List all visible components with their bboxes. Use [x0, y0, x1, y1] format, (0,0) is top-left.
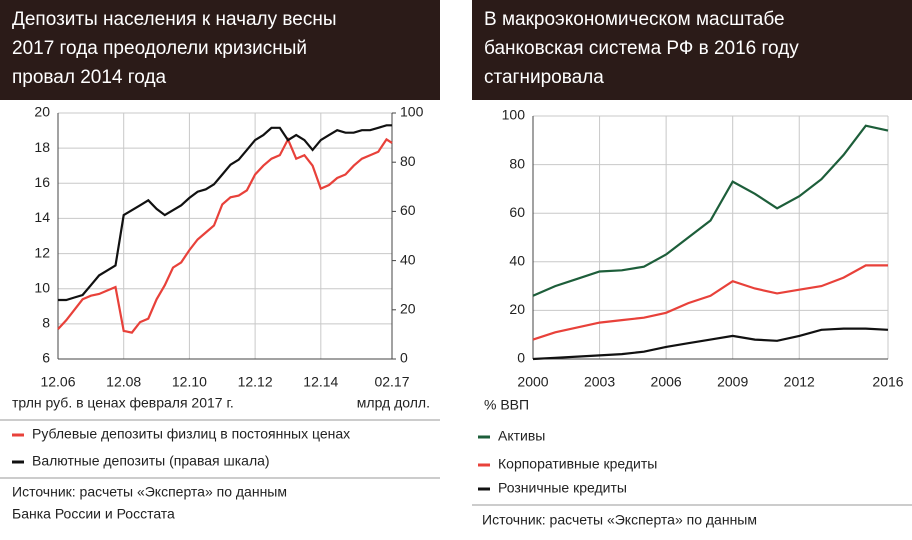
y-tick-label: 40 — [509, 253, 525, 269]
x-tick-label: 02.17 — [374, 374, 409, 390]
y-axis-label: трлн руб. в ценах февраля 2017 г. — [12, 395, 234, 411]
y2-tick-label: 100 — [400, 104, 424, 120]
y-tick-label: 20 — [34, 104, 50, 120]
y-tick-label: 6 — [42, 350, 50, 366]
header-bg — [0, 0, 440, 100]
x-tick-label: 2012 — [784, 374, 815, 390]
x-tick-label: 12.10 — [172, 374, 207, 390]
title: В макроэкономическом масштабе — [484, 9, 785, 30]
legend-label: Валютные депозиты (правая шкала) — [32, 453, 270, 469]
source: Банка России и Росстата — [12, 506, 175, 522]
x-tick-label: 12.08 — [106, 374, 141, 390]
y-tick-label: 14 — [34, 209, 50, 225]
title: 2017 года преодолели кризисный — [12, 38, 307, 59]
y-tick-label: 100 — [502, 107, 526, 123]
y-axis-label: % ВВП — [484, 397, 529, 413]
x-tick-label: 2016 — [872, 374, 903, 390]
x-tick-label: 12.12 — [238, 374, 273, 390]
y2-tick-label: 60 — [400, 202, 416, 218]
y-tick-label: 16 — [34, 174, 50, 190]
y2-axis-label: млрд долл. — [357, 395, 430, 411]
y-tick-label: 10 — [34, 279, 50, 295]
series-line — [58, 124, 392, 302]
x-tick-label: 2006 — [651, 374, 682, 390]
y-tick-label: 18 — [34, 139, 50, 155]
y-tick-label: 80 — [509, 155, 525, 171]
y2-tick-label: 80 — [400, 153, 416, 169]
legend-label: Рублевые депозиты физлиц в постоянных це… — [32, 426, 350, 442]
y-tick-label: 12 — [34, 244, 50, 260]
header-bg — [472, 0, 912, 100]
y2-tick-label: 40 — [400, 251, 416, 267]
x-tick-label: 12.06 — [40, 374, 75, 390]
y2-tick-label: 0 — [400, 350, 408, 366]
series-line — [57, 136, 393, 334]
series-line — [532, 124, 889, 297]
source: Источник: расчеты «Эксперта» по данным — [12, 484, 287, 500]
title: провал 2014 года — [12, 67, 167, 88]
source: Источник: расчеты «Эксперта» по данным — [482, 512, 757, 528]
series-line — [532, 327, 889, 361]
x-tick-label: 2000 — [517, 374, 548, 390]
y-tick-label: 20 — [509, 301, 525, 317]
y2-tick-label: 20 — [400, 301, 416, 317]
x-tick-label: 2003 — [584, 374, 615, 390]
series-line — [532, 264, 888, 341]
x-tick-label: 2009 — [717, 374, 748, 390]
legend-label: Активы — [498, 428, 545, 444]
x-tick-label: 12.14 — [303, 374, 338, 390]
title: банковская система РФ в 2016 году — [484, 38, 799, 59]
y-tick-label: 60 — [509, 204, 525, 220]
legend-label: Корпоративные кредиты — [498, 456, 657, 472]
legend-label: Розничные кредиты — [498, 480, 627, 496]
y-tick-label: 8 — [42, 315, 50, 331]
y-tick-label: 0 — [517, 350, 525, 366]
title: стагнировала — [484, 67, 604, 88]
title: Депозиты населения к началу весны — [12, 9, 337, 30]
